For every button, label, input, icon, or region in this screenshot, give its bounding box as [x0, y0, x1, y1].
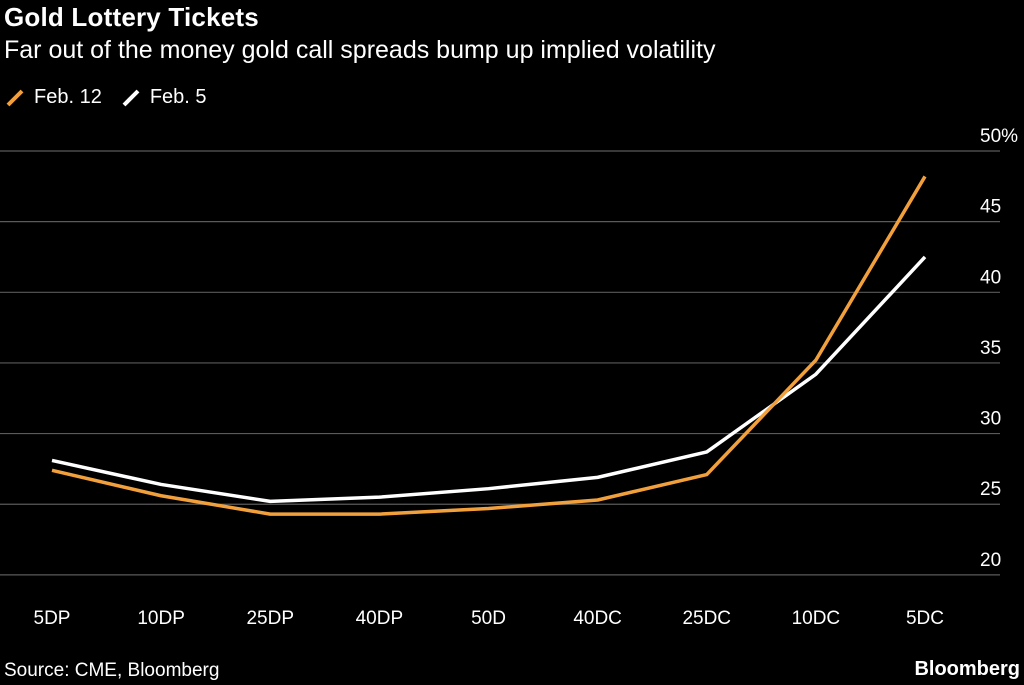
x-tick-label: 40DC — [573, 608, 622, 629]
y-tick-label: 40 — [980, 267, 1001, 288]
series-lines — [51, 175, 927, 516]
series-line-feb-12 — [51, 175, 927, 516]
x-tick-label: 10DP — [137, 608, 185, 629]
gridlines — [0, 150, 1000, 576]
legend-item-feb5: Feb. 5 — [122, 86, 207, 109]
chart-title: Gold Lottery Tickets — [4, 2, 259, 32]
x-axis-ticks: 5DP 10DP 25DP 40DP 50D 40DC 25DC 10DC 5DC — [34, 608, 944, 629]
source-note: Source: CME, Bloomberg — [4, 660, 220, 681]
x-tick-label: 40DP — [356, 608, 404, 629]
x-tick-label: 25DC — [682, 608, 731, 629]
legend-label-feb5: Feb. 5 — [149, 86, 207, 108]
series-line-feb-5 — [51, 255, 927, 504]
y-tick-label: 35 — [980, 338, 1001, 359]
x-tick-label: 5DC — [906, 608, 944, 629]
legend-item-feb12: Feb. 12 — [6, 86, 102, 109]
x-tick-label: 25DP — [246, 608, 294, 629]
y-tick-label: 50% — [980, 126, 1018, 147]
brand-logo: Bloomberg — [914, 658, 1020, 680]
y-tick-label: 45 — [980, 197, 1001, 218]
y-tick-label: 20 — [980, 550, 1001, 571]
y-tick-label: 25 — [980, 479, 1001, 500]
y-tick-label: 30 — [980, 409, 1001, 430]
x-tick-label: 10DC — [792, 608, 841, 629]
x-tick-label: 5DP — [34, 608, 71, 629]
legend-swatch-feb12 — [6, 89, 24, 106]
chart-subtitle: Far out of the money gold call spreads b… — [4, 36, 716, 64]
y-axis-ticks: 20 25 30 35 40 45 50% — [980, 126, 1018, 571]
legend-swatch-feb5 — [122, 89, 140, 106]
x-tick-label: 50D — [471, 608, 506, 629]
legend-label-feb12: Feb. 12 — [34, 86, 102, 108]
chart-legend: Feb. 12 Feb. 5 — [6, 86, 227, 109]
